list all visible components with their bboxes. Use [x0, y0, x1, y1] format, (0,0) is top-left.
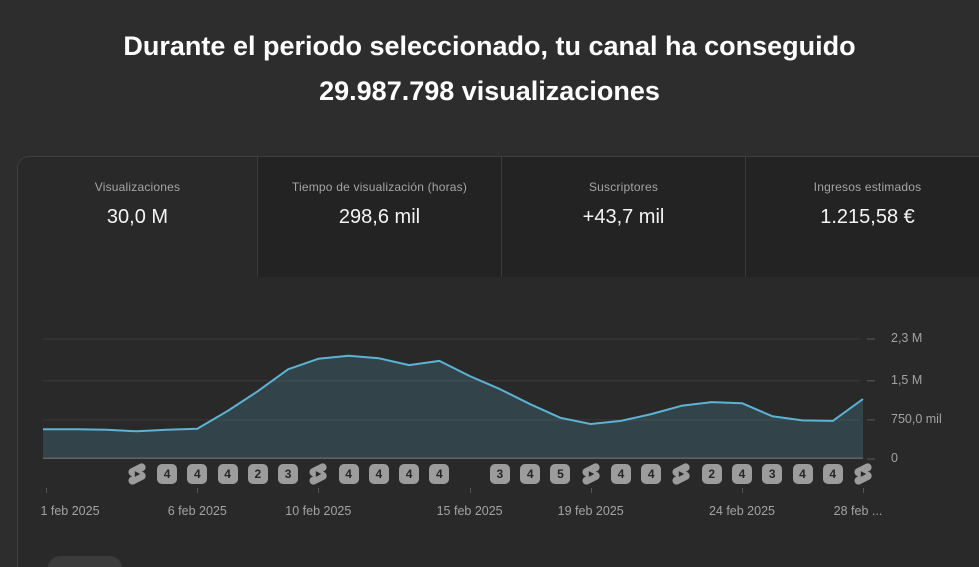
video-count-marker[interactable]: 2 — [247, 464, 268, 484]
metric-card-revenue[interactable]: Ingresos estimados 1.215,58 € — [746, 157, 979, 277]
analytics-panel: Visualizaciones 30,0 M Tiempo de visualiza… — [17, 156, 979, 567]
x-axis-label: 10 feb 2025 — [285, 504, 352, 518]
metric-card-views[interactable]: Visualizaciones 30,0 M — [18, 157, 258, 277]
metric-card-value: +43,7 mil — [582, 206, 665, 228]
x-axis-label: 6 feb 2025 — [167, 504, 227, 518]
y-axis-label: 0 — [891, 451, 898, 465]
video-count-marker[interactable]: 4 — [157, 464, 178, 484]
video-count-marker[interactable]: 4 — [731, 464, 752, 484]
x-axis-tick — [318, 488, 320, 493]
shorts-icon-glyph — [672, 463, 691, 485]
shorts-icon[interactable] — [668, 461, 694, 487]
x-axis-tick — [741, 488, 743, 493]
page-title-line2: 29.987.798 visualizaciones — [319, 76, 660, 106]
y-axis-label: 1,5 M — [891, 372, 923, 387]
x-axis-label: 28 feb ... — [833, 504, 883, 518]
metric-card-watch-time[interactable]: Tiempo de visualización (horas) 298,6 mil — [258, 157, 502, 277]
metric-card-label: Tiempo de visualización (horas) — [291, 180, 468, 194]
shorts-icon-glyph — [309, 463, 327, 485]
metric-card-label: Visualizaciones — [94, 180, 181, 194]
video-count-marker[interactable]: 4 — [610, 464, 631, 484]
shorts-icon-glyph — [582, 463, 600, 485]
x-axis-tick — [197, 488, 199, 493]
video-count-marker[interactable]: 4 — [338, 464, 359, 484]
metric-card-value: 1.215,58 € — [820, 206, 915, 228]
shorts-icon-glyph — [854, 463, 872, 485]
video-count-marker[interactable]: 4 — [822, 464, 843, 484]
shorts-icon-glyph — [128, 463, 146, 485]
shorts-icon[interactable] — [305, 461, 331, 487]
metric-card-label: Ingresos estimados — [813, 180, 922, 194]
next-section-peek[interactable] — [48, 556, 122, 567]
video-count-marker[interactable]: 3 — [762, 464, 783, 484]
page-title: Durante el periodo seleccionado, tu cana… — [0, 24, 979, 114]
metric-card-value: 30,0 M — [106, 206, 169, 228]
shorts-icon[interactable] — [578, 461, 604, 487]
x-axis-label: 24 feb 2025 — [708, 504, 775, 518]
video-count-marker[interactable]: 4 — [792, 464, 813, 484]
video-count-marker[interactable]: 4 — [520, 464, 541, 484]
video-count-marker[interactable]: 4 — [641, 464, 662, 484]
video-count-marker[interactable]: 4 — [368, 464, 389, 484]
video-count-marker[interactable]: 3 — [278, 464, 299, 484]
views-chart[interactable] — [43, 311, 877, 460]
video-count-marker[interactable]: 4 — [399, 464, 420, 484]
y-axis-label: 2,3 M — [891, 331, 923, 345]
video-count-marker[interactable]: 3 — [489, 464, 510, 484]
views-area-fill — [43, 355, 863, 459]
video-count-marker[interactable]: 5 — [550, 464, 571, 484]
x-axis-label: 15 feb 2025 — [436, 504, 503, 518]
x-axis-tick — [469, 488, 471, 493]
shorts-icon[interactable] — [124, 461, 150, 487]
x-axis-tick — [590, 488, 592, 493]
y-axis-label: 750,0 mil — [891, 411, 942, 426]
x-axis-tick — [46, 488, 47, 493]
video-count-marker[interactable]: 4 — [217, 464, 238, 484]
shorts-icon[interactable] — [850, 461, 876, 487]
metric-card-subscribers[interactable]: Suscriptores +43,7 mil — [502, 157, 746, 277]
metric-card-label: Suscriptores — [588, 180, 659, 194]
video-count-marker[interactable]: 4 — [429, 464, 450, 484]
video-count-marker[interactable]: 4 — [187, 464, 208, 484]
page-title-line1: Durante el periodo seleccionado, tu cana… — [123, 31, 856, 61]
x-axis-label: 1 feb 2025 — [40, 504, 100, 518]
views-line — [43, 354, 864, 433]
metric-cards: Visualizaciones 30,0 M Tiempo de visualiza… — [18, 157, 979, 277]
metric-card-value: 298,6 mil — [338, 206, 421, 228]
x-axis-label: 19 feb 2025 — [557, 504, 624, 518]
video-count-marker[interactable]: 2 — [701, 464, 722, 484]
x-axis-tick — [863, 488, 865, 493]
